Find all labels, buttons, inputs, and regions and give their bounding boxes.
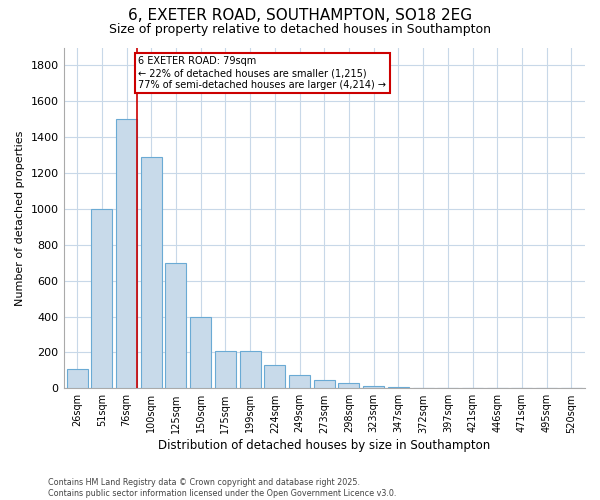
Bar xyxy=(289,375,310,388)
Text: Contains HM Land Registry data © Crown copyright and database right 2025.
Contai: Contains HM Land Registry data © Crown c… xyxy=(48,478,397,498)
Bar xyxy=(91,209,112,388)
Bar xyxy=(239,350,260,389)
Bar xyxy=(265,365,286,388)
Bar xyxy=(215,350,236,389)
Bar xyxy=(190,316,211,388)
Text: 6, EXETER ROAD, SOUTHAMPTON, SO18 2EG: 6, EXETER ROAD, SOUTHAMPTON, SO18 2EG xyxy=(128,8,472,22)
Bar xyxy=(116,120,137,388)
Y-axis label: Number of detached properties: Number of detached properties xyxy=(15,130,25,306)
Bar xyxy=(67,368,88,388)
Bar xyxy=(314,380,335,388)
Bar xyxy=(338,383,359,388)
Bar xyxy=(388,386,409,388)
Text: Size of property relative to detached houses in Southampton: Size of property relative to detached ho… xyxy=(109,22,491,36)
Text: 6 EXETER ROAD: 79sqm
← 22% of detached houses are smaller (1,215)
77% of semi-de: 6 EXETER ROAD: 79sqm ← 22% of detached h… xyxy=(139,56,386,90)
Bar xyxy=(166,263,187,388)
Bar xyxy=(141,157,162,388)
Bar xyxy=(363,386,384,388)
X-axis label: Distribution of detached houses by size in Southampton: Distribution of detached houses by size … xyxy=(158,440,490,452)
